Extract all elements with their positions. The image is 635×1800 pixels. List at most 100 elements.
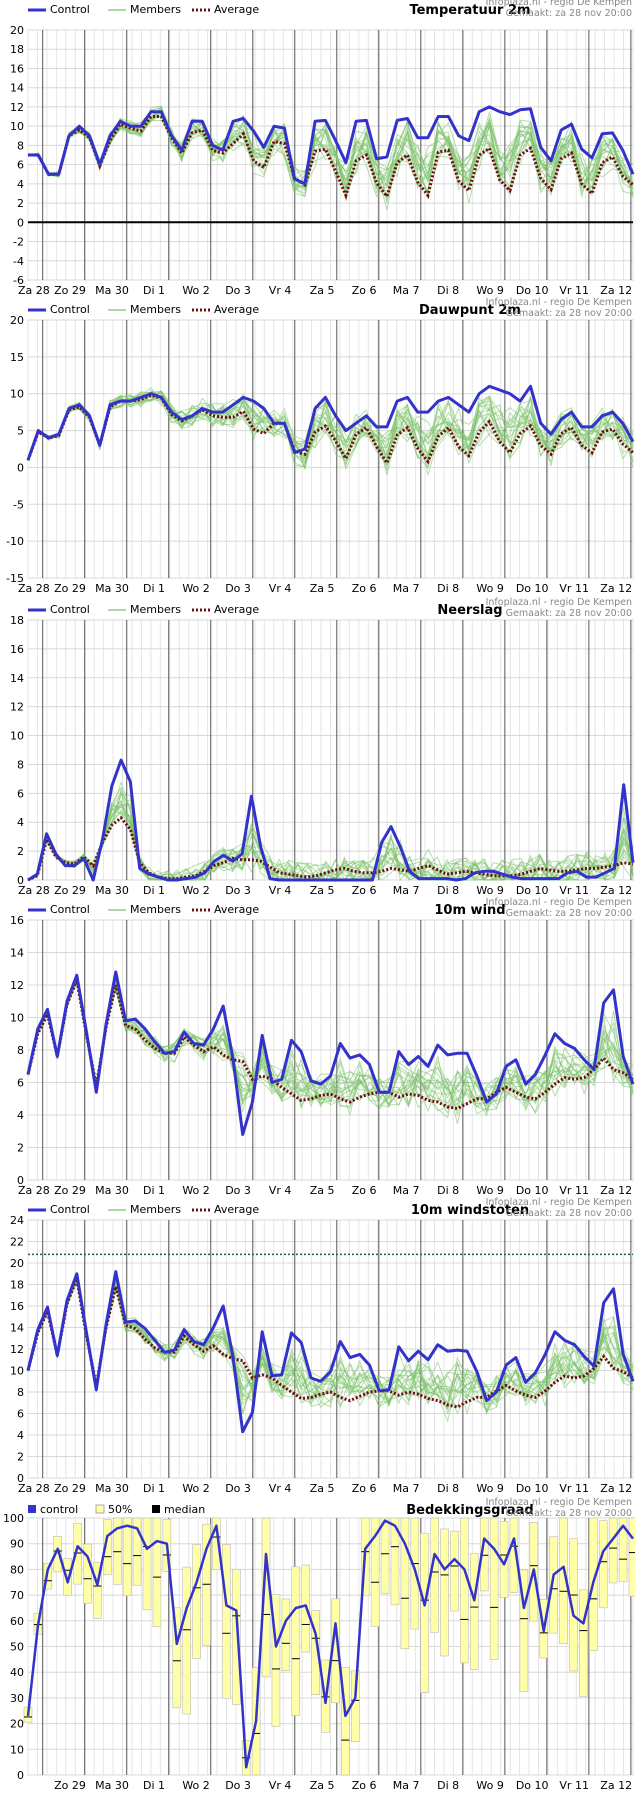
- credit-line-1: Infoplaza.nl - regio De Kempen: [486, 297, 632, 308]
- x-day-label: Do 3: [225, 1482, 251, 1495]
- y-tick-label: 15: [10, 351, 24, 364]
- y-tick-label: 6: [17, 787, 24, 800]
- x-day-label: Di 8: [437, 582, 459, 595]
- y-tick-label: 16: [10, 1300, 24, 1313]
- y-tick-label: -4: [13, 255, 24, 268]
- y-tick-label: 0: [17, 216, 24, 229]
- legend-median-swatch: [152, 1505, 160, 1513]
- control-line: [26, 384, 635, 461]
- x-day-label: Za 12: [600, 284, 632, 297]
- legend-control-swatch: [28, 1505, 36, 1513]
- cloud-band-bar: [281, 1598, 291, 1671]
- cloud-band-bar: [103, 1519, 112, 1576]
- x-day-label: Ma 7: [393, 1184, 420, 1197]
- cloud-band-bar: [479, 1517, 489, 1592]
- x-day-label: Vr 11: [559, 284, 589, 297]
- x-day-label: Vr 11: [559, 1184, 589, 1197]
- x-day-label: Do 3: [225, 884, 251, 897]
- legend-control-label: Control: [50, 3, 90, 16]
- credit-line-2: Gemaakt: za 28 nov 20:00: [506, 308, 632, 319]
- credit-line-2: Gemaakt: za 28 nov 20:00: [506, 1508, 632, 1519]
- x-day-label: Zo 6: [352, 1779, 377, 1792]
- y-tick-label: 10: [10, 730, 24, 743]
- y-tick-label: 30: [10, 1692, 24, 1705]
- y-tick-label: 2: [17, 1451, 24, 1464]
- chart-title: 10m wind: [434, 903, 505, 918]
- legend-average-label: Average: [214, 1203, 259, 1216]
- y-tick-label: 5: [17, 425, 24, 438]
- x-day-label: Zo 6: [352, 884, 377, 897]
- x-day-label: Vr 11: [559, 1482, 589, 1495]
- legend-average-label: Average: [214, 903, 259, 916]
- x-day-label: Vr 11: [559, 884, 589, 897]
- x-day-label: Za 12: [600, 1184, 632, 1197]
- y-tick-label: 4: [17, 1429, 24, 1442]
- y-tick-label: 8: [17, 139, 24, 152]
- x-day-label: Do 10: [516, 1184, 549, 1197]
- x-day-label: Za 12: [600, 1779, 632, 1792]
- cloud-band-bar: [628, 1517, 635, 1597]
- legend-median-label: median: [164, 1503, 205, 1516]
- cloud-band-bar: [212, 1517, 221, 1570]
- y-tick-label: 20: [10, 24, 24, 37]
- x-day-label: Za 12: [600, 582, 632, 595]
- x-day-label: Za 5: [310, 582, 335, 595]
- x-day-label: Wo 2: [182, 884, 209, 897]
- x-day-label: Za 28: [18, 1184, 50, 1197]
- y-tick-label: 2: [17, 845, 24, 858]
- y-tick-label: 24: [10, 1214, 24, 1227]
- y-tick-label: 14: [10, 947, 24, 960]
- cloud-band-bar: [569, 1538, 578, 1672]
- cloud-band-bar: [182, 1566, 191, 1715]
- y-tick-label: -10: [6, 535, 24, 548]
- x-day-label: Di 8: [437, 884, 459, 897]
- y-tick-label: -5: [13, 498, 24, 511]
- cloud-band-bar: [231, 1568, 241, 1705]
- cloud-band-bar: [430, 1517, 439, 1633]
- y-tick-label: 0: [17, 1769, 24, 1782]
- chart-panel-2: -15 -10 -5 0 5 10 15 20 Za 28 Zo 29 Ma 30 Di 1 Wo 2 D…: [6, 297, 635, 595]
- x-day-label: Ma 7: [393, 884, 420, 897]
- cloud-band-bar: [83, 1543, 92, 1604]
- x-day-label: Di 8: [437, 1779, 459, 1792]
- x-day-label: Vr 11: [559, 582, 589, 595]
- y-tick-label: 10: [10, 388, 24, 401]
- x-day-label: Vr 4: [269, 582, 292, 595]
- cloud-band-bar: [222, 1544, 231, 1699]
- y-tick-label: 4: [17, 1109, 24, 1122]
- y-tick-label: 10: [10, 1365, 24, 1378]
- chart-title: Temperatuur 2m: [409, 3, 530, 18]
- y-tick-label: 16: [10, 62, 24, 75]
- x-day-label: Di 8: [437, 284, 459, 297]
- cloud-band-bar: [152, 1517, 162, 1628]
- x-day-label: Vr 4: [269, 284, 292, 297]
- cloud-band-bar: [122, 1517, 132, 1597]
- cloud-band-bar: [390, 1517, 400, 1606]
- legend-control-label: Control: [50, 1203, 90, 1216]
- x-day-label: Ma 7: [393, 1779, 420, 1792]
- legend-members-label: Members: [130, 303, 181, 316]
- x-day-label: Zo 6: [352, 582, 377, 595]
- x-day-label: Di 1: [143, 884, 165, 897]
- y-tick-label: 80: [10, 1563, 24, 1576]
- member-line: [27, 1276, 634, 1408]
- x-day-label: Di 8: [437, 1184, 459, 1197]
- chart-panel-4: 0 2 4 6 8 10 12 14 16 Za 28 Zo 29 Ma 30 Di 1 Wo 2 Do 3…: [10, 897, 635, 1197]
- x-day-label: Do 10: [516, 582, 549, 595]
- control-line: [27, 758, 635, 882]
- y-tick-label: 18: [10, 614, 24, 627]
- x-day-label: Vr 4: [269, 884, 292, 897]
- cloud-band-bar: [291, 1566, 301, 1716]
- legend-members-label: Members: [130, 903, 181, 916]
- x-day-label: Di 1: [143, 1184, 165, 1197]
- x-day-label: Zo 29: [54, 1184, 86, 1197]
- x-day-label: Za 5: [310, 1184, 335, 1197]
- x-day-label: Wo 2: [182, 1779, 209, 1792]
- y-tick-label: 60: [10, 1615, 24, 1628]
- x-day-label: Vr 4: [269, 1482, 292, 1495]
- cloud-band-bar: [172, 1607, 182, 1709]
- y-tick-label: 90: [10, 1538, 24, 1551]
- legend-control-label: Control: [50, 603, 90, 616]
- x-day-label: Di 1: [143, 284, 165, 297]
